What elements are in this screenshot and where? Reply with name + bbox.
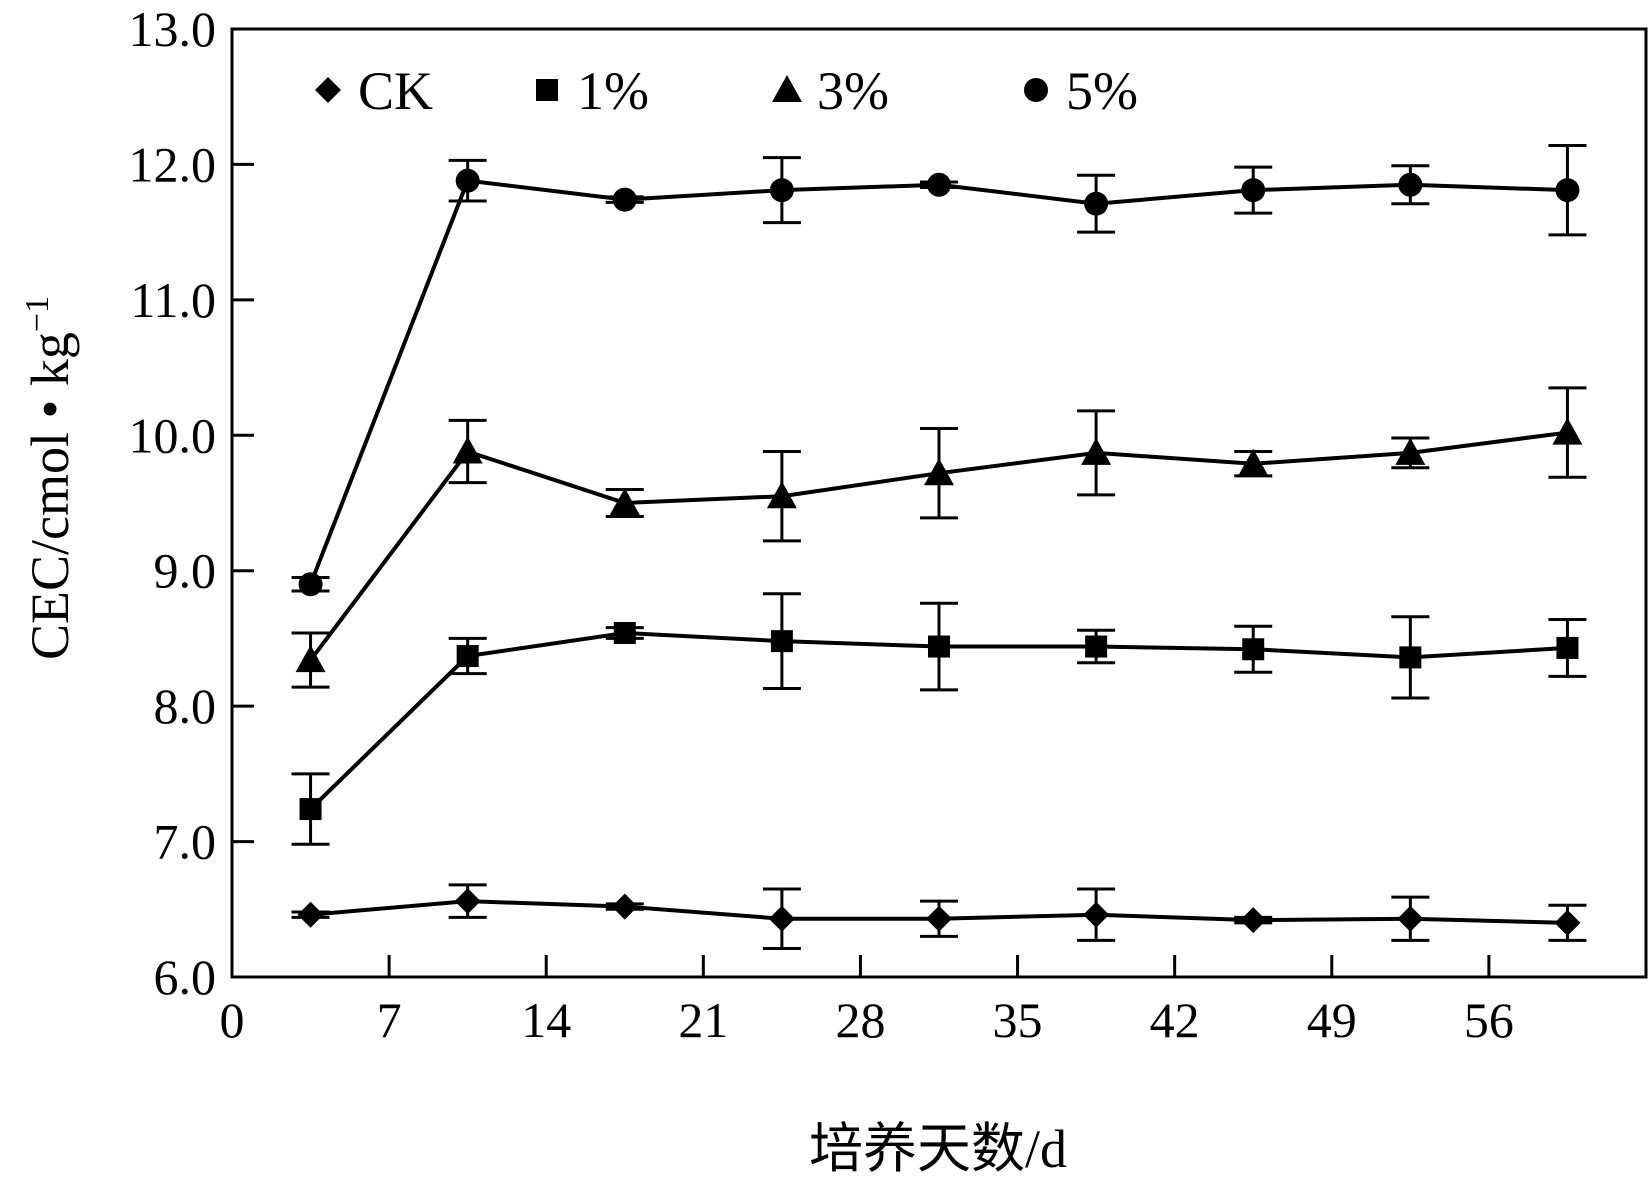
- series-triangle: [291, 386, 1587, 689]
- y-tick-label: 11.0: [130, 272, 216, 328]
- data-point: [926, 905, 952, 932]
- data-point: [1240, 907, 1267, 934]
- y-axis-title: CEC/cmol • kg−1: [19, 296, 80, 660]
- x-tick-label: 21: [678, 992, 728, 1048]
- series-square: [291, 592, 1587, 846]
- y-tick-label: 13.0: [129, 1, 217, 57]
- data-point: [927, 172, 951, 197]
- legend-label: 3%: [817, 61, 889, 121]
- x-tick-label: 35: [993, 992, 1043, 1048]
- y-tick-label: 12.0: [129, 136, 217, 192]
- data-point: [1238, 448, 1269, 476]
- axes-layer: 0 7 14 21 28 35 42 49 56 6.0 7.0 8.0 9.0 10.0 11.0 12.0…: [129, 1, 1648, 1048]
- x-tick-label: 0: [220, 992, 245, 1048]
- data-point: [1554, 909, 1581, 936]
- data-point: [770, 630, 793, 653]
- axis-titles: 培养天数/d CEC/cmol • kg−1: [19, 296, 1067, 1179]
- data-point: [298, 572, 323, 597]
- data-point: [1395, 437, 1426, 465]
- data-point: [613, 622, 636, 645]
- data-point: [768, 905, 795, 932]
- data-point: [611, 893, 638, 920]
- data-point: [1552, 417, 1583, 445]
- data-point: [299, 798, 322, 821]
- legend-marker: [772, 75, 802, 102]
- legend-entry: CK: [315, 61, 433, 121]
- data-point: [1085, 635, 1108, 658]
- series-circle: [291, 143, 1587, 597]
- data-point: [924, 458, 954, 486]
- y-tick-label: 6.0: [154, 949, 217, 1005]
- y-axis-title-sup: −1: [19, 296, 56, 332]
- y-tick-label: 9.0: [154, 543, 217, 599]
- plot-frame: [230, 27, 1648, 979]
- legend-label: 1%: [577, 61, 649, 121]
- y-axis-title-main: CEC/cmol • kg: [20, 332, 80, 660]
- x-tick-label: 28: [835, 992, 885, 1048]
- legend-label: CK: [358, 61, 433, 121]
- x-tick-label: 56: [1464, 992, 1514, 1048]
- data-point: [1399, 646, 1422, 669]
- y-tick-label: 7.0: [154, 814, 217, 870]
- y-tick-label: 8.0: [154, 678, 217, 734]
- legend-marker: [536, 79, 558, 101]
- x-axis-title: 培养天数/d: [809, 1119, 1067, 1179]
- legend-entry: 3%: [772, 61, 889, 121]
- legend: CK 1% 3% 5%: [315, 61, 1138, 121]
- data-point: [612, 187, 637, 212]
- data-point: [1084, 191, 1109, 216]
- x-tick-label: 7: [377, 992, 402, 1048]
- data-point: [1556, 636, 1579, 659]
- legend-marker: [1024, 78, 1048, 102]
- data-point: [452, 436, 483, 464]
- legend-entry: 5%: [1024, 61, 1138, 121]
- data-point: [609, 488, 640, 515]
- data-point: [1241, 178, 1266, 203]
- data-point: [769, 178, 794, 203]
- data-point: [1242, 638, 1265, 661]
- x-tick-label: 49: [1307, 992, 1357, 1048]
- data-point: [295, 645, 326, 673]
- data-point: [454, 888, 481, 915]
- data-point: [455, 168, 480, 193]
- data-point: [1555, 178, 1580, 203]
- data-point: [1397, 905, 1424, 932]
- data-point: [297, 901, 324, 928]
- legend-marker: [315, 77, 341, 103]
- legend-label: 5%: [1066, 61, 1138, 121]
- series-diamond: [291, 883, 1587, 951]
- data-point: [766, 481, 797, 509]
- y-tick-label: 10.0: [129, 407, 217, 463]
- data-point: [928, 635, 950, 658]
- series-layer: [291, 143, 1587, 951]
- x-tick-label: 14: [521, 992, 571, 1048]
- data-point: [1398, 172, 1423, 197]
- data-point: [456, 645, 479, 668]
- data-point: [1083, 901, 1110, 928]
- x-tick-label: 42: [1150, 992, 1200, 1048]
- data-point: [1081, 437, 1112, 465]
- legend-entry: 1%: [536, 61, 649, 121]
- series-line: [308, 178, 1568, 585]
